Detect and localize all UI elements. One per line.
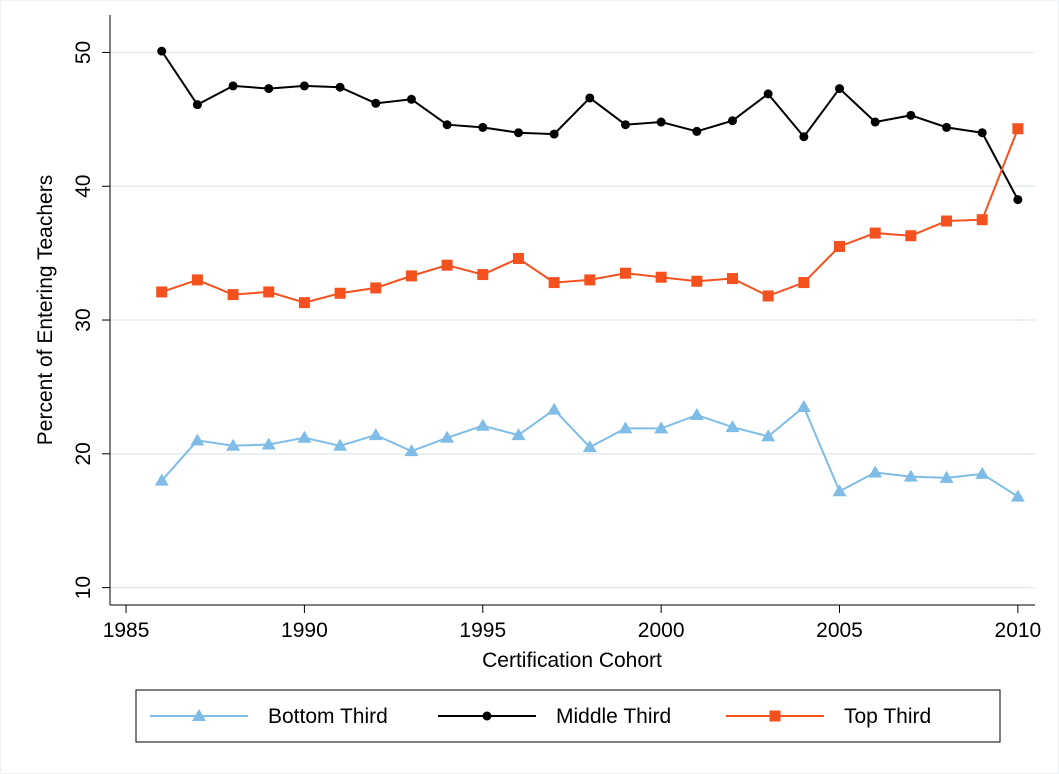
marker [689,408,704,421]
marker [261,437,276,450]
marker [441,259,453,271]
marker [1010,489,1025,502]
marker [798,277,810,289]
marker [939,470,954,483]
marker [655,271,667,283]
marker [619,267,631,279]
marker [584,274,596,286]
marker [1012,123,1024,135]
x-tick-label: 2000 [638,619,685,642]
marker [299,81,309,91]
marker [942,122,952,132]
marker [154,473,169,486]
marker [906,110,916,120]
legend-box [135,689,1001,743]
marker [442,120,452,130]
marker [157,46,167,56]
marker [191,274,203,286]
marker [763,89,773,99]
marker [547,402,562,415]
marker [692,126,702,136]
marker [511,428,526,441]
marker [868,465,883,478]
marker [618,421,633,434]
marker [156,286,168,298]
x-tick-label: 1985 [103,619,150,642]
y-tick-label: 30 [72,308,95,331]
marker [585,93,595,103]
marker [298,297,310,309]
marker [263,286,275,298]
marker [799,132,809,142]
marker [903,469,918,482]
y-tick-label: 10 [72,576,95,599]
y-tick-label: 50 [72,41,95,64]
marker [478,122,488,132]
x-tick-label: 2010 [995,619,1042,642]
marker [404,444,419,457]
x-tick-label: 1990 [281,619,328,642]
marker [654,421,669,434]
marker [726,273,738,285]
marker [334,287,346,299]
marker [727,116,737,126]
marker [975,466,990,479]
marker [549,129,559,139]
marker [190,433,205,446]
marker [440,430,455,443]
marker [835,84,845,94]
marker [227,289,239,301]
marker [371,98,381,108]
marker [905,230,917,242]
marker [548,277,560,289]
marker [976,214,988,226]
marker [406,94,416,104]
marker [513,128,523,138]
legend-label: Top Third [844,705,931,728]
marker [796,399,811,412]
marker [761,429,776,442]
marker [977,128,987,138]
marker [656,117,666,127]
marker [1013,195,1023,205]
marker [368,428,383,441]
marker [941,215,953,227]
marker [264,84,274,94]
marker [405,270,417,282]
y-tick-label: 20 [72,442,95,465]
marker [762,290,774,302]
marker [620,120,630,130]
legend-label: Middle Third [556,705,671,728]
marker [370,282,382,294]
marker [226,438,241,451]
marker [192,100,202,110]
x-axis-title: Certification Cohort [482,649,662,672]
marker [228,81,238,91]
x-tick-label: 1995 [459,619,506,642]
marker [333,438,348,451]
marker [769,710,781,722]
y-tick-label: 40 [72,175,95,198]
marker [297,430,312,443]
marker [832,484,847,497]
marker [691,275,703,287]
marker [870,117,880,127]
marker [869,227,881,239]
marker [725,420,740,433]
marker [512,252,524,264]
marker [477,269,489,281]
marker [834,240,846,252]
marker [482,711,492,721]
x-tick-label: 2005 [816,619,863,642]
y-axis-title: Percent of Entering Teachers [34,175,57,445]
marker [582,440,597,453]
legend-label: Bottom Third [268,705,388,728]
marker [192,709,206,721]
marker [335,82,345,92]
marker [475,418,490,431]
